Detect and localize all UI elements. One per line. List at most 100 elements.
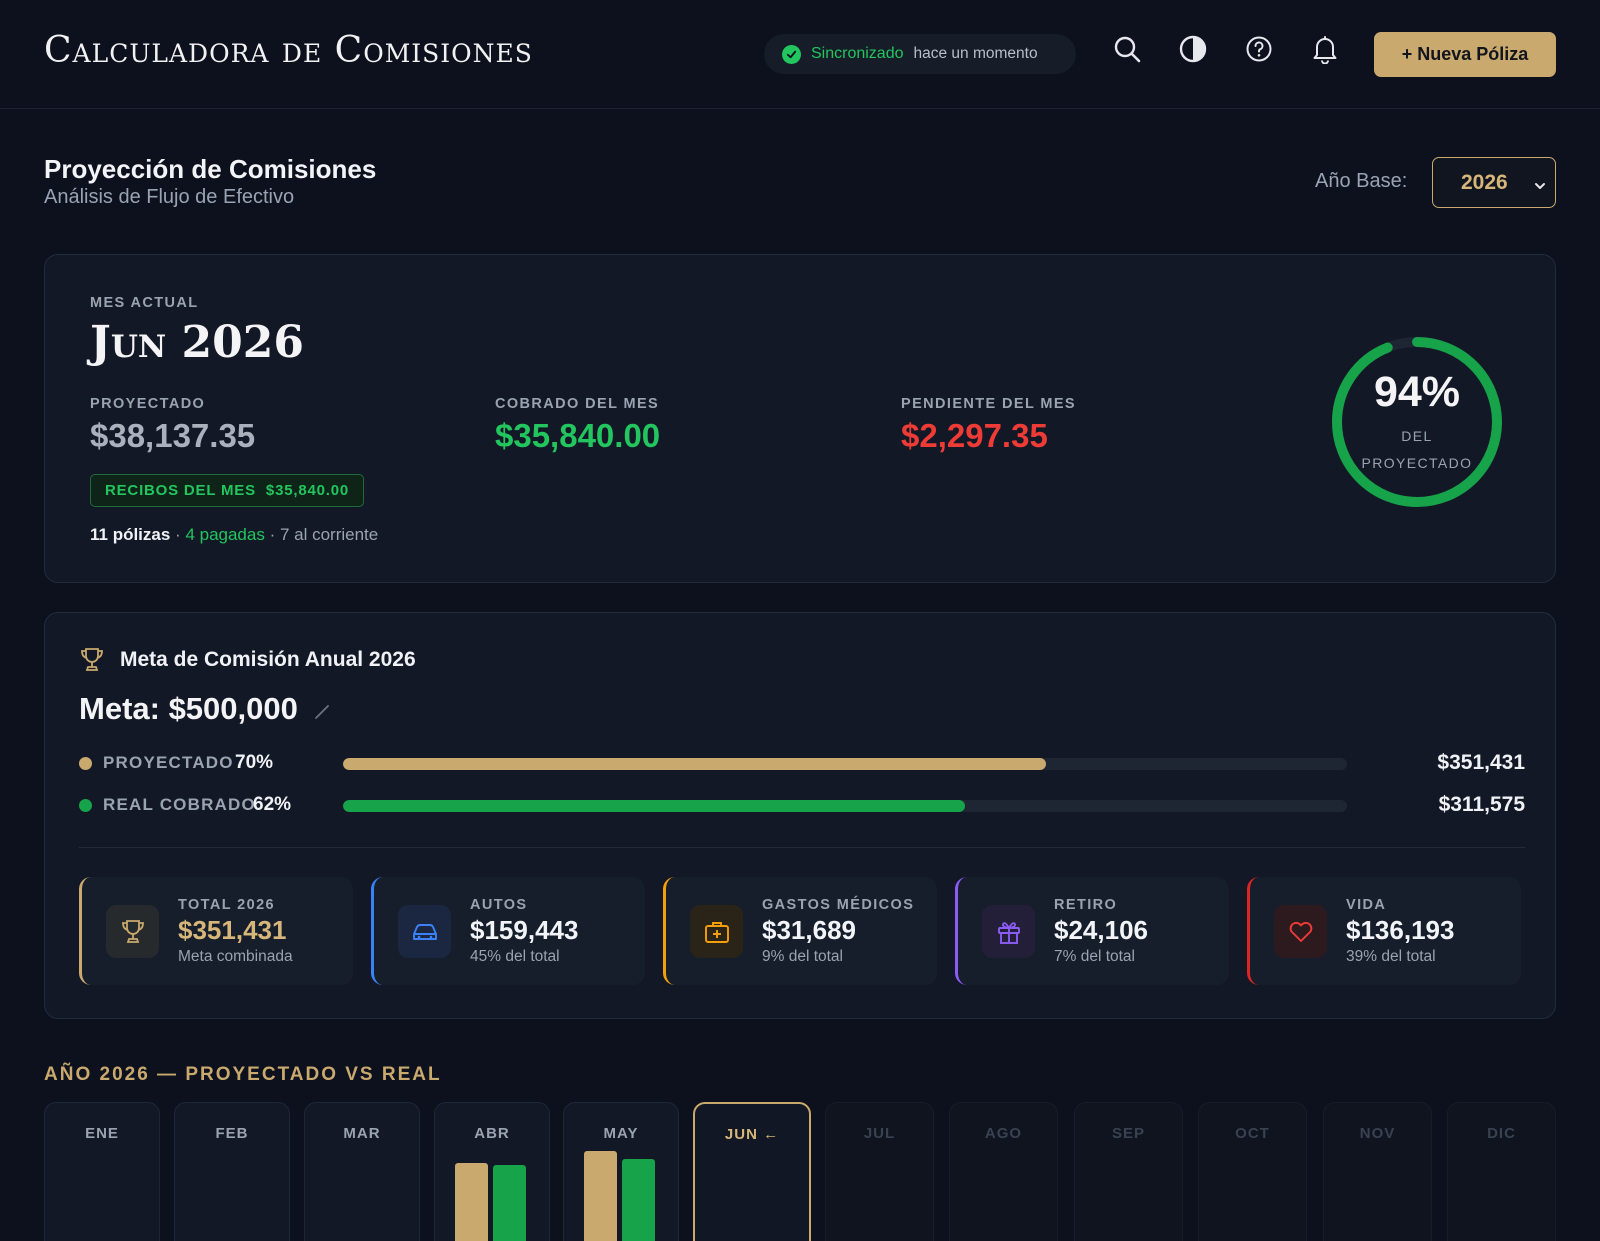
progress-fill-projected	[343, 758, 1046, 770]
month-label: JUL	[863, 1125, 896, 1142]
help-icon[interactable]	[1243, 33, 1275, 65]
ring-caption-line1: DEL	[1401, 428, 1433, 444]
edit-pencil-icon[interactable]	[313, 693, 331, 729]
progress-label: PROYECTADO	[103, 753, 234, 772]
search-icon[interactable]	[1111, 33, 1143, 65]
bar-projected	[455, 1163, 488, 1241]
month-label: AGO	[984, 1125, 1023, 1142]
month-label: OCT	[1235, 1125, 1270, 1142]
collection-progress-ring: 94% DEL PROYECTADO	[1327, 332, 1507, 512]
category-sub: Meta combinada	[178, 948, 293, 965]
ring-caption-line2: PROYECTADO	[1361, 455, 1473, 471]
category-value: $31,689	[762, 915, 856, 945]
chevron-down-icon	[1533, 175, 1547, 199]
category-tile-autos[interactable]: AUTOS $159,443 45% del total	[371, 877, 645, 985]
progress-track	[343, 758, 1347, 770]
month-column[interactable]: MAR	[304, 1102, 420, 1241]
pending-label: PENDIENTE DEL MES	[901, 396, 1077, 412]
new-policy-button[interactable]: + Nueva Póliza	[1374, 32, 1556, 77]
policies-paid: 4 pagadas	[185, 525, 265, 544]
month-column[interactable]: ABR	[434, 1102, 550, 1241]
policies-separator: ·	[264, 525, 280, 544]
category-sub: 9% del total	[762, 948, 843, 965]
month-column[interactable]: SEP	[1074, 1102, 1183, 1241]
policies-separator: ·	[170, 525, 186, 544]
heart-icon	[1274, 905, 1327, 958]
receipts-label: RECIBOS DEL MES	[105, 482, 256, 499]
theme-contrast-icon[interactable]	[1177, 33, 1209, 65]
sync-time-text: hace un momento	[913, 45, 1038, 62]
category-tile-medical[interactable]: GASTOS MÉDICOS $31,689 9% del total	[663, 877, 937, 985]
page-subtitle: Análisis de Flujo de Efectivo	[44, 186, 295, 208]
collected-value: $35,840.00	[495, 417, 661, 454]
category-value: $351,431	[178, 915, 287, 945]
progress-row-real: REAL COBRADO 62% $311,575	[79, 790, 1525, 820]
month-label: NOV	[1359, 1125, 1396, 1142]
month-column[interactable]: DIC	[1447, 1102, 1556, 1241]
bar-real	[493, 1165, 526, 1241]
month-label: ENE	[85, 1125, 119, 1142]
category-tile-retiro[interactable]: RETIRO $24,106 7% del total	[955, 877, 1229, 985]
collected-label: COBRADO DEL MES	[495, 396, 660, 412]
legend-dot-real	[79, 799, 92, 812]
category-tile-vida[interactable]: VIDA $136,193 39% del total	[1247, 877, 1521, 985]
goal-amount: Meta: $500,000	[79, 691, 298, 726]
progress-track	[343, 800, 1347, 812]
month-column[interactable]: NOV	[1323, 1102, 1432, 1241]
month-column[interactable]: OCT	[1198, 1102, 1307, 1241]
month-label: SEP	[1111, 1125, 1145, 1142]
divider	[79, 847, 1525, 848]
progress-row-projected: PROYECTADO 70% $351,431	[79, 748, 1525, 778]
month-column[interactable]: FEB	[174, 1102, 290, 1241]
policies-summary: 11 pólizas · 4 pagadas · 7 al corriente	[90, 525, 378, 545]
year-select-value: 2026	[1461, 170, 1508, 194]
month-column[interactable]: ENE	[44, 1102, 160, 1241]
page-title: Proyección de Comisiones	[44, 154, 377, 184]
year-select[interactable]: 2026	[1432, 157, 1556, 208]
goal-heading: Meta de Comisión Anual 2026	[120, 648, 416, 671]
car-icon	[398, 905, 451, 958]
month-label: MAY	[603, 1125, 639, 1142]
month-label: JUN ←	[724, 1126, 780, 1143]
projected-label: PROYECTADO	[90, 396, 206, 412]
category-label: RETIRO	[1054, 897, 1118, 913]
medical-kit-icon	[690, 905, 743, 958]
bell-icon[interactable]	[1309, 33, 1341, 65]
policies-count: 11 pólizas	[90, 525, 171, 544]
month-column[interactable]: MAY	[563, 1102, 679, 1241]
category-label: TOTAL 2026	[178, 897, 276, 913]
check-circle-icon	[782, 44, 801, 64]
month-label: DIC	[1487, 1125, 1516, 1142]
legend-dot-projected	[79, 757, 92, 770]
sync-status-text: Sincronizado	[811, 45, 904, 62]
annual-goal-card: Meta de Comisión Anual 2026 Meta: $500,0…	[44, 612, 1556, 1019]
goal-value: Meta: $500,000	[79, 691, 331, 729]
category-value: $136,193	[1346, 915, 1455, 945]
category-label: GASTOS MÉDICOS	[762, 897, 915, 913]
year-select-label: Año Base:	[1315, 170, 1408, 192]
current-month-label: MES ACTUAL	[90, 295, 199, 311]
progress-amount: $311,575	[1438, 793, 1525, 816]
category-label: VIDA	[1346, 897, 1387, 913]
category-sub: 39% del total	[1346, 948, 1436, 965]
top-bar: Calculadora de Comisiones Sincronizado h…	[0, 0, 1600, 109]
bar-projected	[584, 1151, 617, 1241]
month-column[interactable]: JUN ←	[693, 1102, 811, 1241]
month-label: FEB	[215, 1125, 249, 1142]
receipts-badge: RECIBOS DEL MES $35,840.00	[90, 474, 364, 507]
category-sub: 45% del total	[470, 948, 560, 965]
progress-fill-real	[343, 800, 966, 812]
month-column[interactable]: JUL	[825, 1102, 934, 1241]
pending-value: $2,297.35	[901, 417, 1048, 454]
category-sub: 7% del total	[1054, 948, 1135, 965]
ring-percent: 94%	[1373, 368, 1461, 416]
bar-real	[622, 1159, 655, 1241]
policies-current: 7 al corriente	[279, 525, 379, 544]
month-label: MAR	[343, 1125, 381, 1142]
month-label: ABR	[474, 1125, 510, 1142]
category-value: $159,443	[470, 915, 579, 945]
category-label: AUTOS	[470, 897, 528, 913]
trophy-icon	[79, 646, 105, 679]
category-tile-total[interactable]: TOTAL 2026 $351,431 Meta combinada	[79, 877, 353, 985]
month-column[interactable]: AGO	[949, 1102, 1058, 1241]
